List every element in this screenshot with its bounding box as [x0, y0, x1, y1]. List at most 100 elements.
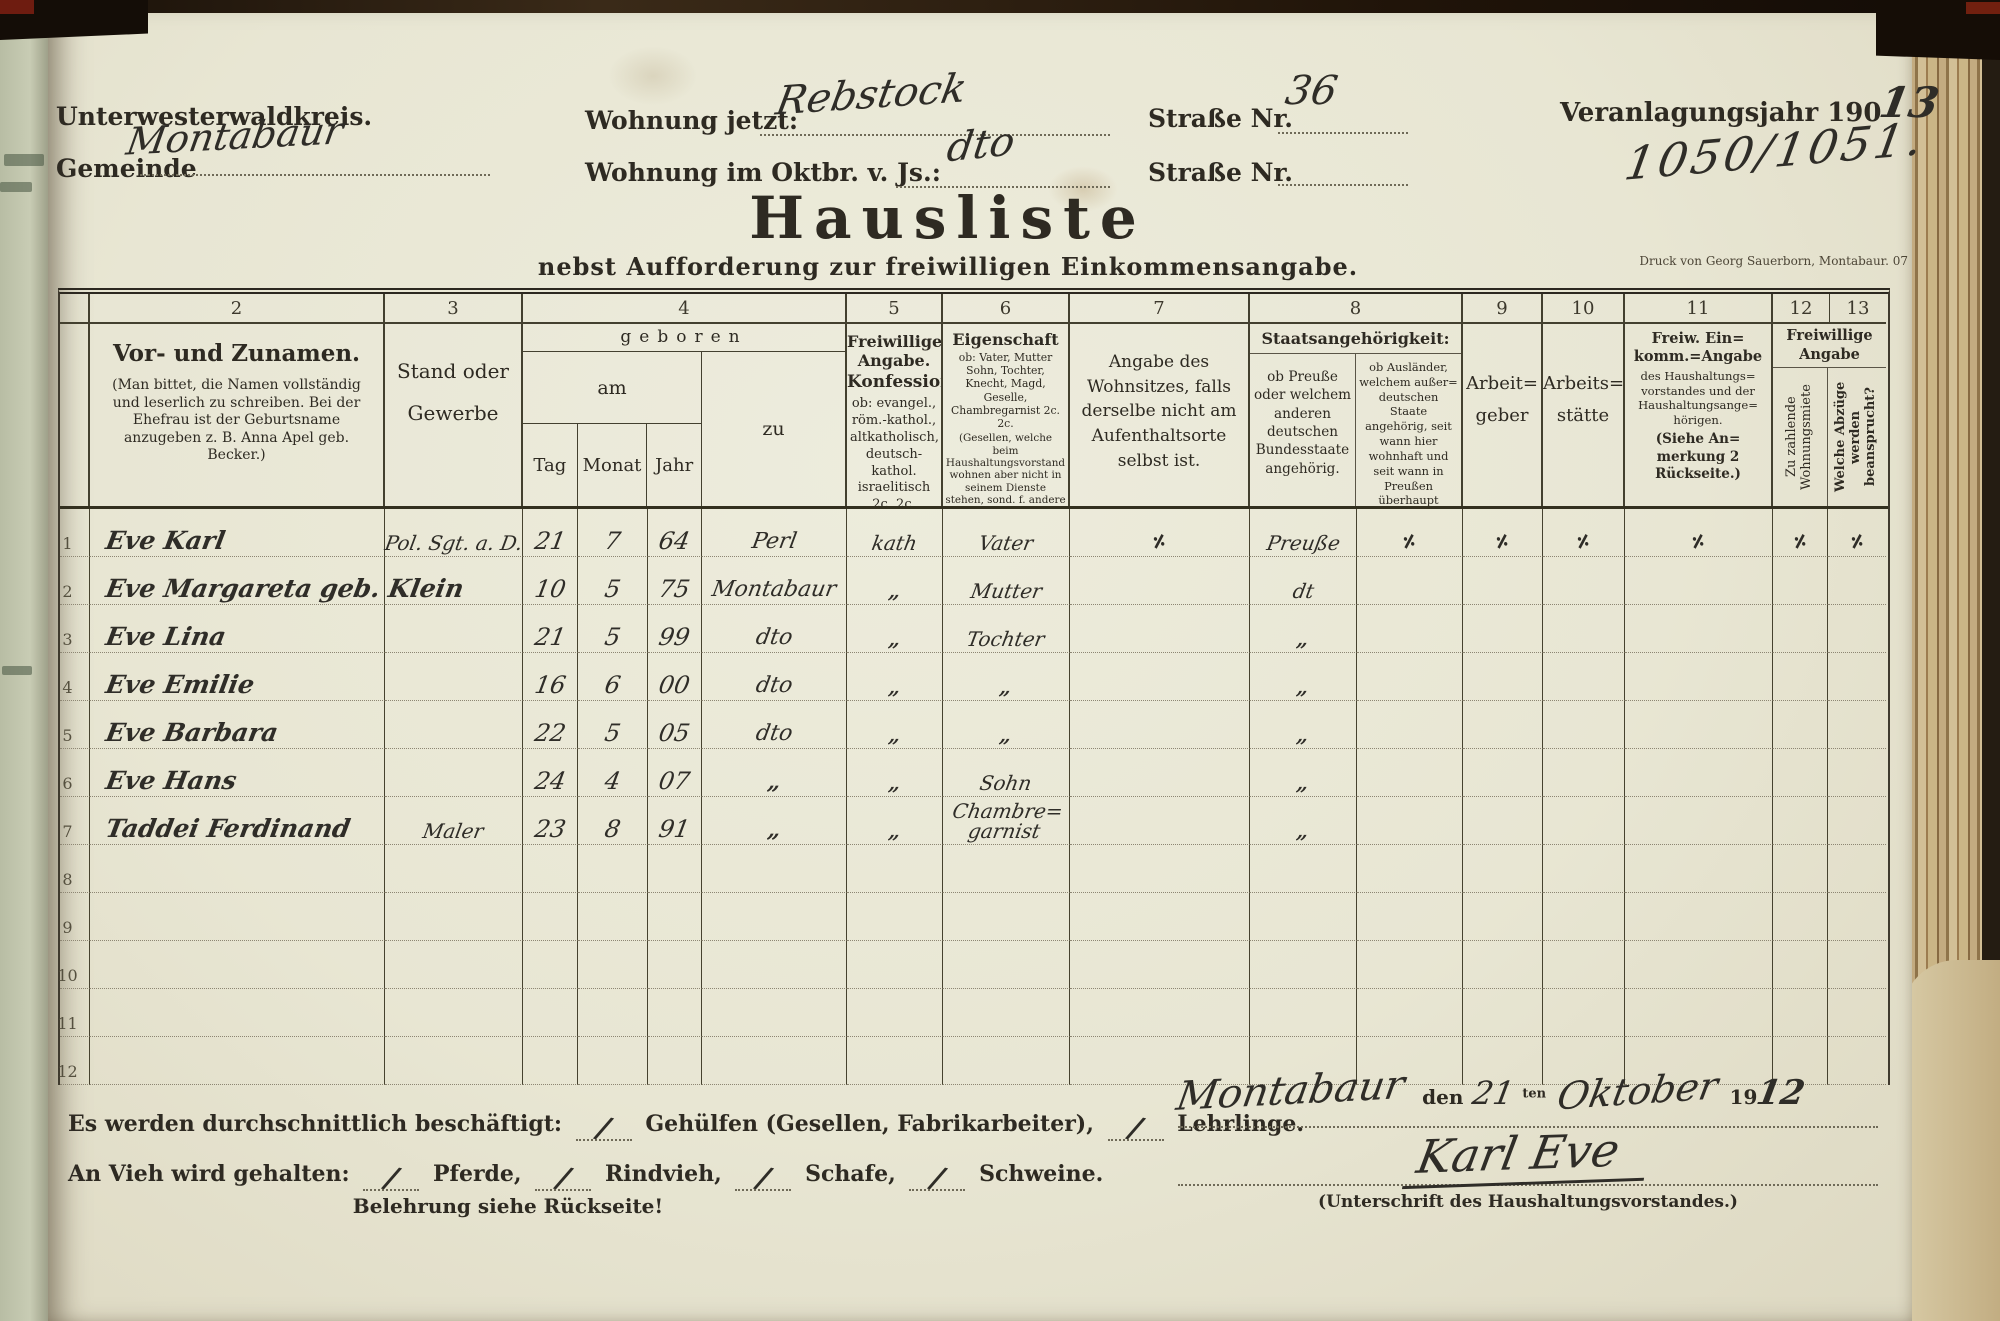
- cell-miete: [1773, 845, 1828, 893]
- cell-konf: „: [847, 557, 943, 605]
- cell-eig: [943, 989, 1070, 1037]
- employment-end: Lehrlinge.: [1177, 1111, 1305, 1137]
- cell-name: [90, 989, 385, 1037]
- eink-title: Freiw. Ein= komm.=Angabe: [1633, 330, 1763, 366]
- cell-arbeitgeber: ÷: [1463, 509, 1543, 558]
- cell-arbeitsstaette: ÷: [1543, 509, 1625, 558]
- cell-miete: [1773, 1037, 1828, 1085]
- cell-wohnsitz: [1070, 845, 1250, 893]
- strasse-nr-field-line: [1278, 86, 1408, 134]
- cell-miete: [1773, 893, 1828, 941]
- scan-edge-top: [0, 0, 2000, 13]
- cell-zu: [702, 893, 847, 941]
- table-row: 5 Eve Barbara 22 5 05 dto „ „ „: [60, 701, 1888, 749]
- cell-stand: [385, 749, 523, 797]
- cell-konf: „: [847, 653, 943, 701]
- cell-staat_a: [1250, 941, 1357, 989]
- cell-arbeitsstaette: [1543, 797, 1625, 845]
- signature-line: Karl Eve: [1178, 1121, 1878, 1190]
- cell-jahr: [648, 989, 702, 1037]
- handwritten-entry: „: [1295, 771, 1311, 795]
- cell-tag: 24: [523, 749, 578, 797]
- cell-name: [90, 893, 385, 941]
- cell-eink: [1625, 557, 1773, 605]
- arbeitgeber-label: Arbeit= geber: [1466, 373, 1538, 427]
- cell-zu: dto: [702, 605, 847, 653]
- cell-name: Taddei Ferdinand: [90, 797, 385, 845]
- cell-monat: 5: [578, 701, 648, 749]
- cell-arbeitgeber: [1463, 653, 1543, 701]
- cell-stand: [385, 605, 523, 653]
- handwritten-entry: „: [886, 723, 903, 747]
- handwritten-entry: „: [998, 723, 1014, 747]
- cell-arbeitsstaette: [1543, 845, 1625, 893]
- cell-stand: Pol. Sgt. a. D.: [383, 509, 524, 557]
- page-title: Hausliste: [749, 184, 1147, 252]
- table-row: 4 Eve Emilie 16 6 00 dto „ „ „: [60, 653, 1888, 701]
- wohnung-oktbr-label: Wohnung im Oktbr. v. Js.:: [585, 158, 941, 187]
- handwritten-slash: /: [753, 1160, 773, 1197]
- strasse-nr-label: Straße Nr.: [1148, 104, 1294, 133]
- cell-stand: [385, 1037, 523, 1085]
- wohnsitz-label: Angabe des Wohnsitzes, falls derselbe ni…: [1081, 352, 1237, 471]
- handwritten-entry: 91: [656, 815, 693, 844]
- cell-zu: [702, 1037, 847, 1085]
- col-number: 5: [847, 294, 941, 324]
- handwritten-entry: Montabaur: [710, 577, 839, 603]
- cell-zu: dto: [702, 653, 847, 701]
- page-subtitle: nebst Aufforderung zur freiwilligen Eink…: [537, 252, 1359, 281]
- cell-eig: Tochter: [943, 605, 1070, 653]
- handwritten-entry: „: [998, 675, 1014, 699]
- handwritten-slash: /: [553, 1160, 573, 1197]
- col-wohnsitz: 7 Angabe des Wohnsitzes, falls derselbe …: [1070, 294, 1250, 506]
- cell-jahr: [648, 893, 702, 941]
- handwritten-entry: Mutter: [968, 579, 1044, 603]
- cell-eig: [943, 941, 1070, 989]
- row-number: 3: [62, 630, 73, 649]
- gemeinde-label: Gemeinde: [56, 154, 197, 183]
- handwritten-entry: „: [886, 579, 903, 603]
- cell-eig: „: [943, 701, 1070, 749]
- district-label: Unterwesterwaldkreis.: [56, 102, 373, 131]
- handwritten-entry: „: [765, 769, 783, 796]
- cell-staat_b: [1357, 605, 1463, 653]
- handwritten-entry: 21: [532, 623, 568, 652]
- cell-eig: [943, 1037, 1070, 1085]
- names-note: (Man bittet, die Namen vollständig und l…: [112, 377, 361, 463]
- handwritten-entry: Chambre= garnist: [950, 799, 1065, 843]
- cell-name: Eve Barbara: [90, 701, 385, 749]
- handwritten-entry: dto: [753, 673, 795, 699]
- cell-monat: 8: [578, 797, 648, 845]
- cell-arbeitgeber: [1463, 605, 1543, 653]
- cell-miete: [1773, 797, 1828, 845]
- cell-nr: 11: [57, 989, 90, 1037]
- signature-date-line: Montabaur den 21 ten Oktober 1912: [1173, 1062, 1878, 1128]
- handwritten-entry: Perl: [749, 529, 799, 555]
- cell-tag: 21: [523, 605, 578, 653]
- livestock-item: Schweine.: [979, 1161, 1104, 1187]
- col-freiwillige-angabe: 12 13 Freiwillige Angabe Zu zahlende Woh…: [1773, 294, 1886, 506]
- cell-staat_a: „: [1250, 605, 1357, 653]
- cell-miete: [1773, 557, 1828, 605]
- handwritten-entry: 64: [656, 527, 693, 556]
- handwritten-entry: dto: [753, 625, 795, 651]
- row-number: 7: [62, 822, 73, 841]
- cell-nr: 3: [60, 605, 90, 653]
- cell-arbeitsstaette: [1543, 557, 1625, 605]
- cell-name: [90, 1037, 385, 1085]
- eigenschaft-sub: ob: Vater, Mutter Sohn, Tochter, Knecht,…: [951, 351, 1060, 430]
- cell-abzuege: [1828, 989, 1886, 1037]
- am-label: am: [523, 352, 701, 424]
- konfession-body: ob: evangel., röm.-kathol., altkatholisc…: [850, 396, 939, 506]
- cell-abzuege: [1828, 653, 1886, 701]
- signature-name: Karl Eve: [1401, 1121, 1655, 1190]
- livestock-prefix: An Vieh wird gehalten:: [68, 1161, 350, 1187]
- cell-staat_a: „: [1250, 797, 1357, 845]
- cell-staat_b: [1357, 845, 1463, 893]
- cell-arbeitgeber: [1463, 989, 1543, 1037]
- handwritten-entry: 6: [602, 671, 623, 700]
- strasse-nr-value: 36: [1281, 68, 1341, 114]
- cell-eink: [1625, 749, 1773, 797]
- handwritten-entry: 24: [532, 767, 568, 796]
- jahr-label: Jahr: [655, 454, 694, 476]
